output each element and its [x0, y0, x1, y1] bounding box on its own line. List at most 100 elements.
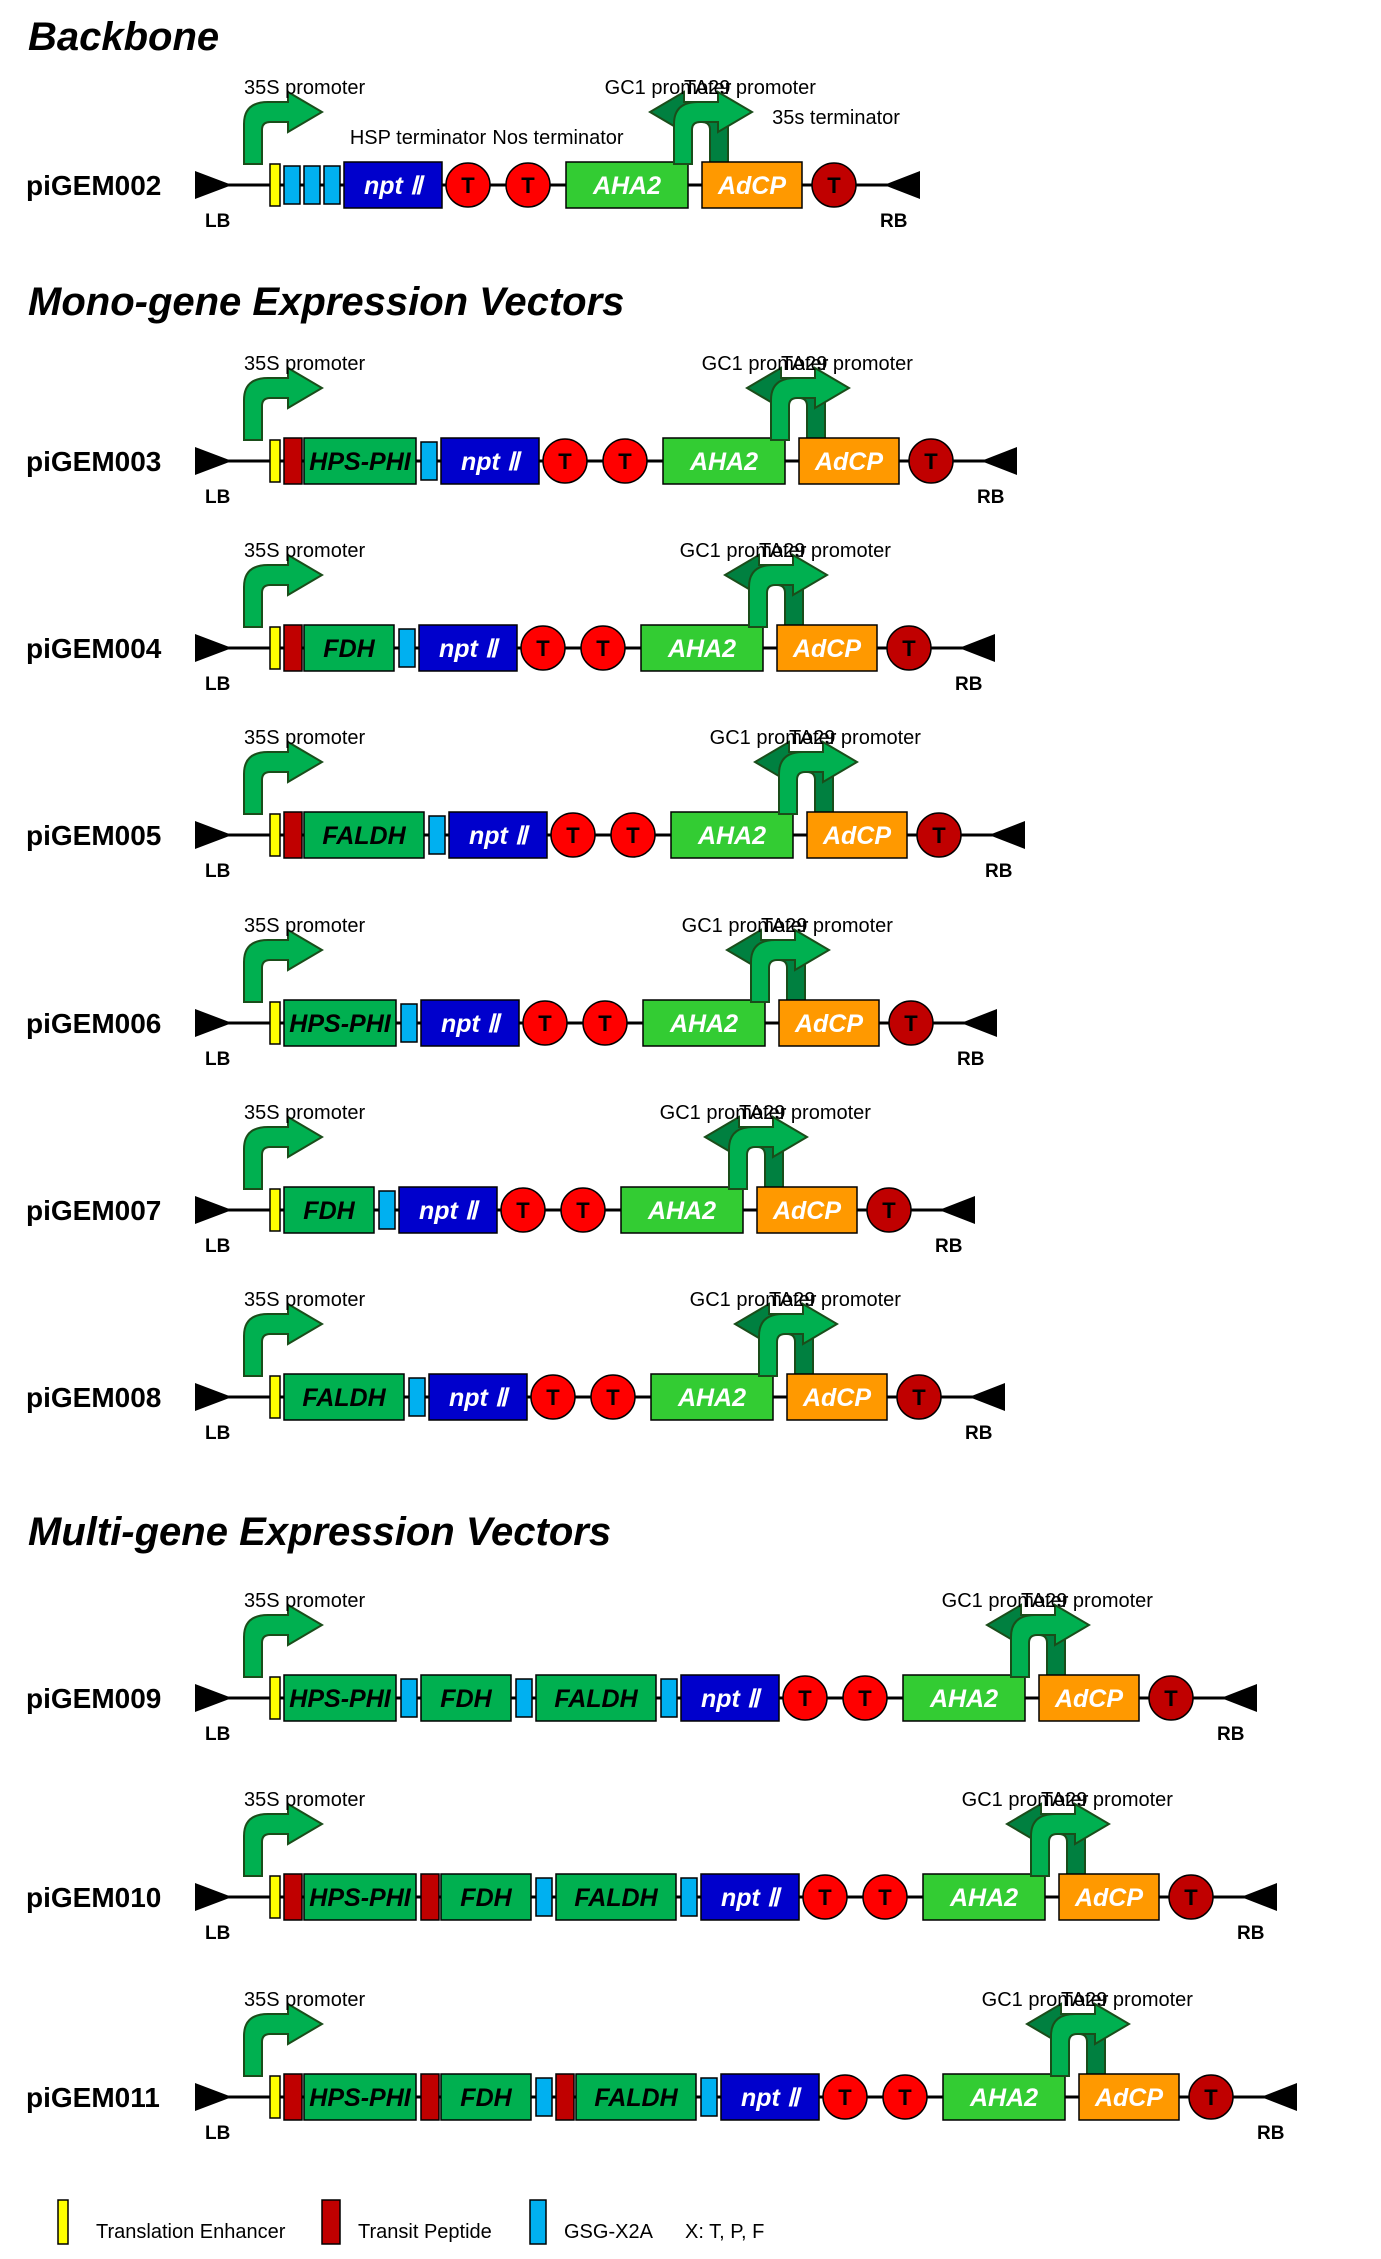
gene-label: FDH: [440, 1685, 492, 1713]
adcp-label: AdCP: [1074, 1884, 1143, 1912]
lb-border: [195, 2083, 232, 2111]
section-title: Backbone: [28, 15, 219, 59]
lb-label: LB: [205, 211, 230, 232]
translation-enhancer: [269, 1188, 281, 1232]
gsg-x2a: [398, 628, 416, 668]
gsg-x2a: [303, 165, 321, 205]
vector-name: piGEM010: [26, 1882, 161, 1913]
vector-name: piGEM009: [26, 1683, 161, 1714]
section-title: Multi-gene Expression Vectors: [28, 1510, 611, 1554]
gene-fdh: [440, 1873, 532, 1921]
gsg-x2a: [535, 2077, 553, 2117]
rb-border: [969, 1383, 1005, 1411]
nptii-gene: [418, 624, 518, 672]
gene-faldh: [283, 1373, 405, 1421]
nptii-label: npt Ⅱ: [741, 2084, 802, 2112]
gene-label: FALDH: [322, 822, 406, 850]
terminator-label: T: [566, 823, 580, 848]
terminator-label: T: [618, 449, 632, 474]
transit-peptide: [283, 1873, 303, 1921]
35s-promoter-arrow: [243, 740, 324, 815]
gene-label: FDH: [460, 2084, 512, 2112]
terminator: [802, 1874, 848, 1920]
ta29-promoter-label: TA29 promoter: [769, 1289, 901, 1311]
nptii-label: npt Ⅱ: [439, 635, 500, 663]
terminator-label: T: [606, 1385, 620, 1410]
aha2-gene: [902, 1674, 1026, 1722]
rb-label: RB: [977, 487, 1004, 508]
lb-label: LB: [205, 2123, 230, 2144]
ta29-promoter-label: TA29 promoter: [1041, 1789, 1173, 1811]
gsg-x2a: [400, 1678, 418, 1718]
terminator-label: T: [878, 1885, 892, 1910]
35s-promoter-label: 35S promoter: [244, 353, 366, 375]
translation-enhancer: [269, 1001, 281, 1045]
aha2-label: AHA2: [592, 172, 661, 200]
gc1-promoter-label: GC1 promoter: [962, 1789, 1089, 1811]
section-1: Mono-gene Expression Vectors piGEM003 LB RB…: [26, 280, 1025, 1444]
lb-border: [195, 634, 232, 662]
gc1-promoter-label: GC1 promoter: [702, 353, 829, 375]
legend-note: X: T, P, F: [685, 2221, 764, 2243]
rb-label: RB: [965, 1423, 992, 1444]
gene-hps-phi: [283, 1674, 397, 1722]
gc1-promoter-label: GC1 promoter: [660, 1102, 787, 1124]
terminator-label: T: [576, 1198, 590, 1223]
gene-fdh: [283, 1186, 375, 1234]
gene-hps-phi: [303, 437, 417, 485]
terminator: [1188, 2074, 1234, 2120]
terminator-label: T: [558, 449, 572, 474]
terminator: [530, 1374, 576, 1420]
nptii-gene: [428, 1373, 528, 1421]
gene-label: HPS-PHI: [309, 1884, 411, 1912]
vector-name: piGEM002: [26, 170, 161, 201]
legend-swatch-enhancer: [57, 2199, 69, 2245]
adcp-gene: [778, 999, 880, 1047]
terminator-label: T: [1184, 1885, 1198, 1910]
gsg-x2a: [700, 2077, 718, 2117]
gene-fdh: [303, 624, 395, 672]
lb-label: LB: [205, 487, 230, 508]
35s-terminator-label: 35s terminator: [772, 107, 900, 129]
aha2-gene: [922, 1873, 1046, 1921]
terminator-label: T: [536, 636, 550, 661]
gene-label: HPS-PHI: [309, 448, 411, 476]
vector-name: piGEM005: [26, 820, 161, 851]
aha2-gene: [640, 624, 764, 672]
gsg-x2a: [535, 1877, 553, 1917]
vector-piGEM009: piGEM009 LB RB 35S promoter HPS-PHI FDH FALDH n…: [26, 1590, 1257, 1745]
gene-label: FDH: [460, 1884, 512, 1912]
ta29-promoter-arrow: [758, 1302, 839, 1377]
vector-piGEM005: piGEM005 LB RB 35S promoter FALDH npt Ⅱ T T AHA2…: [26, 727, 1025, 882]
gsg-x2a: [400, 1003, 418, 1043]
nptii-gene: [343, 161, 443, 209]
gene-label: FALDH: [554, 1685, 638, 1713]
lb-border: [195, 1883, 232, 1911]
terminator-label: T: [838, 2085, 852, 2110]
gene-fdh: [440, 2073, 532, 2121]
aha2-gene: [942, 2073, 1066, 2121]
35s-promoter-arrow: [243, 1115, 324, 1190]
ta29-promoter-label: TA29 promoter: [781, 353, 913, 375]
lb-label: LB: [205, 1423, 230, 1444]
35s-promoter-arrow: [243, 553, 324, 628]
aha2-label: AHA2: [929, 1685, 998, 1713]
lb-label: LB: [205, 1923, 230, 1944]
lb-label: LB: [205, 1236, 230, 1257]
35s-promoter-label: 35S promoter: [244, 540, 366, 562]
ta29-promoter-label: TA29 promoter: [789, 727, 921, 749]
lb-border: [195, 1383, 232, 1411]
ta29-promoter-arrow: [1050, 2002, 1131, 2077]
terminator-label: T: [912, 1385, 926, 1410]
gsg-x2a: [420, 441, 438, 481]
adcp-label: AdCP: [1094, 2084, 1163, 2112]
terminator: [505, 162, 551, 208]
aha2-label: AHA2: [669, 1010, 738, 1038]
nptii-gene: [700, 1873, 800, 1921]
adcp-gene: [701, 161, 803, 209]
gsg-x2a: [408, 1377, 426, 1417]
nptii-label: npt Ⅱ: [449, 1384, 510, 1412]
section-2: Multi-gene Expression Vectors piGEM009 LB R…: [26, 1510, 1297, 2144]
gc1-promoter-label: GC1 promoter: [982, 1989, 1109, 2011]
